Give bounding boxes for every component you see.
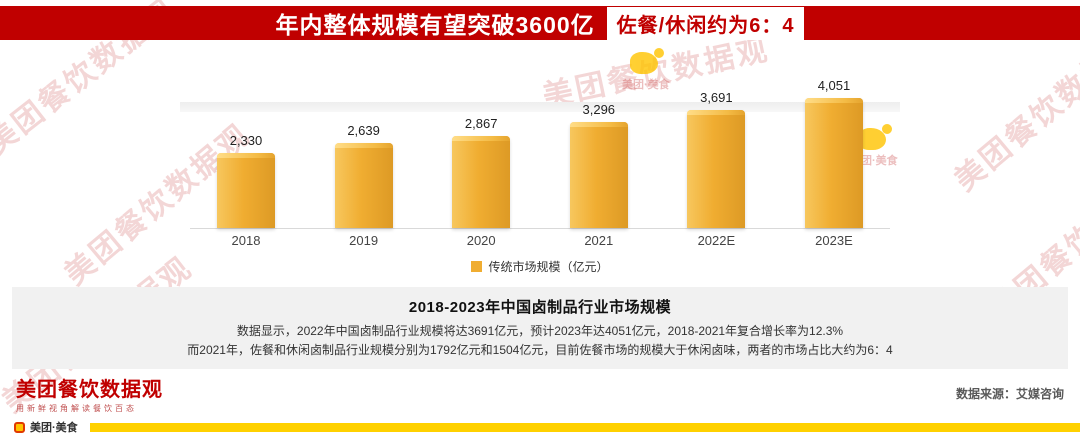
bar-category-label: 2020: [466, 233, 496, 248]
header-highlight-badge: 佐餐/休闲约为6：4: [606, 6, 805, 40]
bar: [452, 136, 511, 228]
footer: 美团餐饮数据观 用新鲜视角解读餐饮百态 数据来源：艾媒咨询: [0, 369, 1080, 416]
chart-title: 2018-2023年中国卤制品行业市场规模: [408, 299, 672, 316]
bar: [217, 153, 275, 228]
yellow-accent-bar: [89, 422, 1080, 432]
bar-value-label: 3,691: [700, 90, 733, 105]
meituan-logo-icon: [14, 421, 25, 433]
bar-chart: 2,330 2,639 2,867 3,296 3,691 4,051: [180, 64, 900, 229]
bar-category-label: 2021: [584, 233, 614, 248]
bar: [569, 122, 628, 228]
bottom-brand-label: 美团·美食: [30, 422, 78, 435]
bottom-strip: 美团·美食: [0, 416, 1080, 441]
bar-category-label: 2022E: [697, 233, 736, 248]
bar: [334, 143, 393, 228]
bar-column: 4,051: [778, 78, 890, 228]
legend-swatch: [471, 261, 483, 272]
page-title: 年内整体规模有望突破3600亿: [275, 12, 595, 38]
x-axis-labels: 2018 2019 2020 2021 2022E 2023E: [190, 233, 890, 248]
summary-line-1: 数据显示，2022年中国卤制品行业规模将达3691亿元，预计2023年达4051…: [236, 324, 844, 338]
bar-category-label: 2019: [349, 233, 379, 248]
bar-value-label: 2,639: [347, 123, 380, 138]
reference-gridline: [180, 102, 900, 112]
bar-category-label: 2018: [231, 233, 261, 248]
chart-legend: 传统市场规模（亿元）: [0, 258, 1080, 275]
bar-value-label: 3,296: [582, 102, 616, 117]
bar-value-label: 2,330: [229, 133, 263, 148]
brand-tagline: 用新鲜视角解读餐饮百态: [16, 404, 137, 414]
bar: [687, 110, 746, 228]
bar-value-label: 2,867: [464, 116, 498, 131]
bar-column: 3,691: [660, 90, 772, 228]
brand-logo-text: 美团餐饮数据观: [16, 379, 163, 402]
bar-column: 2,867: [425, 116, 537, 228]
bar-column: 3,296: [543, 102, 655, 228]
bar-value-label: 4,051: [817, 78, 851, 93]
bar: [804, 98, 863, 228]
bar-category-label: 2023E: [815, 233, 853, 248]
bar-chart-block: 2,330 2,639 2,867 3,296 3,691 4,051 2018 2019 2…: [0, 64, 1080, 275]
bar-column: 2,639: [308, 123, 420, 228]
bar-column: 2,330: [190, 133, 302, 228]
data-source-label: 数据来源：艾媒咨询: [955, 387, 1064, 402]
legend-label: 传统市场规模（亿元）: [488, 260, 609, 274]
summary-box: 2018-2023年中国卤制品行业市场规模 数据显示，2022年中国卤制品行业规…: [12, 287, 1068, 370]
summary-line-2: 而2021年，佐餐和休闲卤制品行业规模分别为1792亿元和1504亿元，目前佐餐…: [187, 342, 893, 357]
brand-block: 美团餐饮数据观 用新鲜视角解读餐饮百态: [16, 373, 163, 414]
header-banner: 年内整体规模有望突破3600亿 佐餐/休闲约为6：4: [0, 6, 1080, 40]
